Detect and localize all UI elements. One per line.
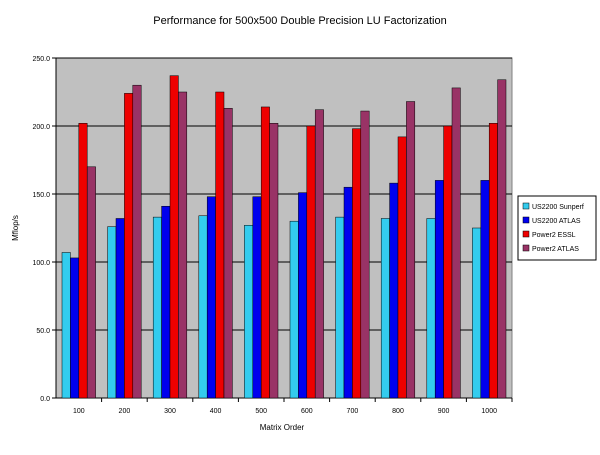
bar xyxy=(406,101,416,399)
legend-label: Power2 ATLAS xyxy=(532,246,579,253)
bar xyxy=(314,109,324,399)
bar xyxy=(426,218,436,399)
x-tick-label: 300 xyxy=(164,408,176,415)
bar xyxy=(352,128,362,399)
bar xyxy=(169,75,179,399)
bar xyxy=(107,226,117,399)
bar xyxy=(215,91,225,399)
y-tick-label: 150.0 xyxy=(32,192,50,199)
y-tick-label: 100.0 xyxy=(32,260,50,267)
bar xyxy=(252,196,262,399)
bar xyxy=(115,218,125,399)
bar xyxy=(70,257,80,399)
bar xyxy=(497,79,507,399)
bar xyxy=(289,220,299,399)
legend-label: Power2 ESSL xyxy=(532,232,576,239)
bar xyxy=(223,108,233,399)
x-tick-label: 500 xyxy=(255,408,267,415)
bar xyxy=(78,123,88,399)
y-tick-label: 250.0 xyxy=(32,56,50,63)
legend-label: US2200 ATLAS xyxy=(532,218,581,225)
y-tick-label: 0.0 xyxy=(40,396,50,403)
x-axis-label: Matrix Order xyxy=(260,423,305,432)
bar xyxy=(480,180,490,399)
bar xyxy=(244,225,254,399)
bar xyxy=(306,125,316,399)
bar xyxy=(124,93,134,399)
bar xyxy=(61,252,71,399)
y-axis-label: Mflop/s xyxy=(11,215,20,241)
bar xyxy=(260,106,270,399)
y-tick-label: 200.0 xyxy=(32,124,50,131)
bar xyxy=(335,216,345,399)
chart-title: Performance for 500x500 Double Precision… xyxy=(153,15,446,27)
bar xyxy=(380,218,390,399)
bar xyxy=(198,215,208,399)
legend-swatch xyxy=(522,230,530,238)
legend-swatch xyxy=(522,216,530,224)
x-tick-label: 1000 xyxy=(481,408,497,415)
bar xyxy=(298,192,308,399)
x-tick-label: 800 xyxy=(392,408,404,415)
x-tick-label: 400 xyxy=(210,408,222,415)
bar xyxy=(389,182,399,399)
x-tick-label: 100 xyxy=(73,408,85,415)
bar xyxy=(397,136,407,399)
bar xyxy=(434,180,444,399)
legend-label: US2200 Sunperf xyxy=(532,204,584,211)
x-tick-label: 700 xyxy=(347,408,359,415)
bar xyxy=(443,125,453,399)
y-tick-label: 50.0 xyxy=(36,328,50,335)
bar xyxy=(86,166,96,399)
legend: US2200 Sunperf US2200 ATLAS Power2 ESSL Pow… xyxy=(517,195,597,261)
bar xyxy=(488,123,498,399)
bar xyxy=(206,196,216,399)
legend-swatch xyxy=(522,244,530,252)
plot-area: 0.0 50.0 100.0 150.0 200.0 250.0 100 200 300 400 5… xyxy=(32,56,513,415)
bar xyxy=(343,186,353,399)
x-tick-label: 600 xyxy=(301,408,313,415)
x-tick-label: 900 xyxy=(438,408,450,415)
bar xyxy=(178,91,188,399)
bar xyxy=(152,216,162,399)
bar xyxy=(132,84,142,399)
x-tick-label: 200 xyxy=(119,408,131,415)
bar xyxy=(360,110,370,399)
legend-swatch xyxy=(522,202,530,210)
bar xyxy=(472,227,482,399)
bar xyxy=(161,205,171,399)
bar xyxy=(269,123,279,399)
bar xyxy=(451,87,461,399)
legend-box xyxy=(517,195,597,261)
